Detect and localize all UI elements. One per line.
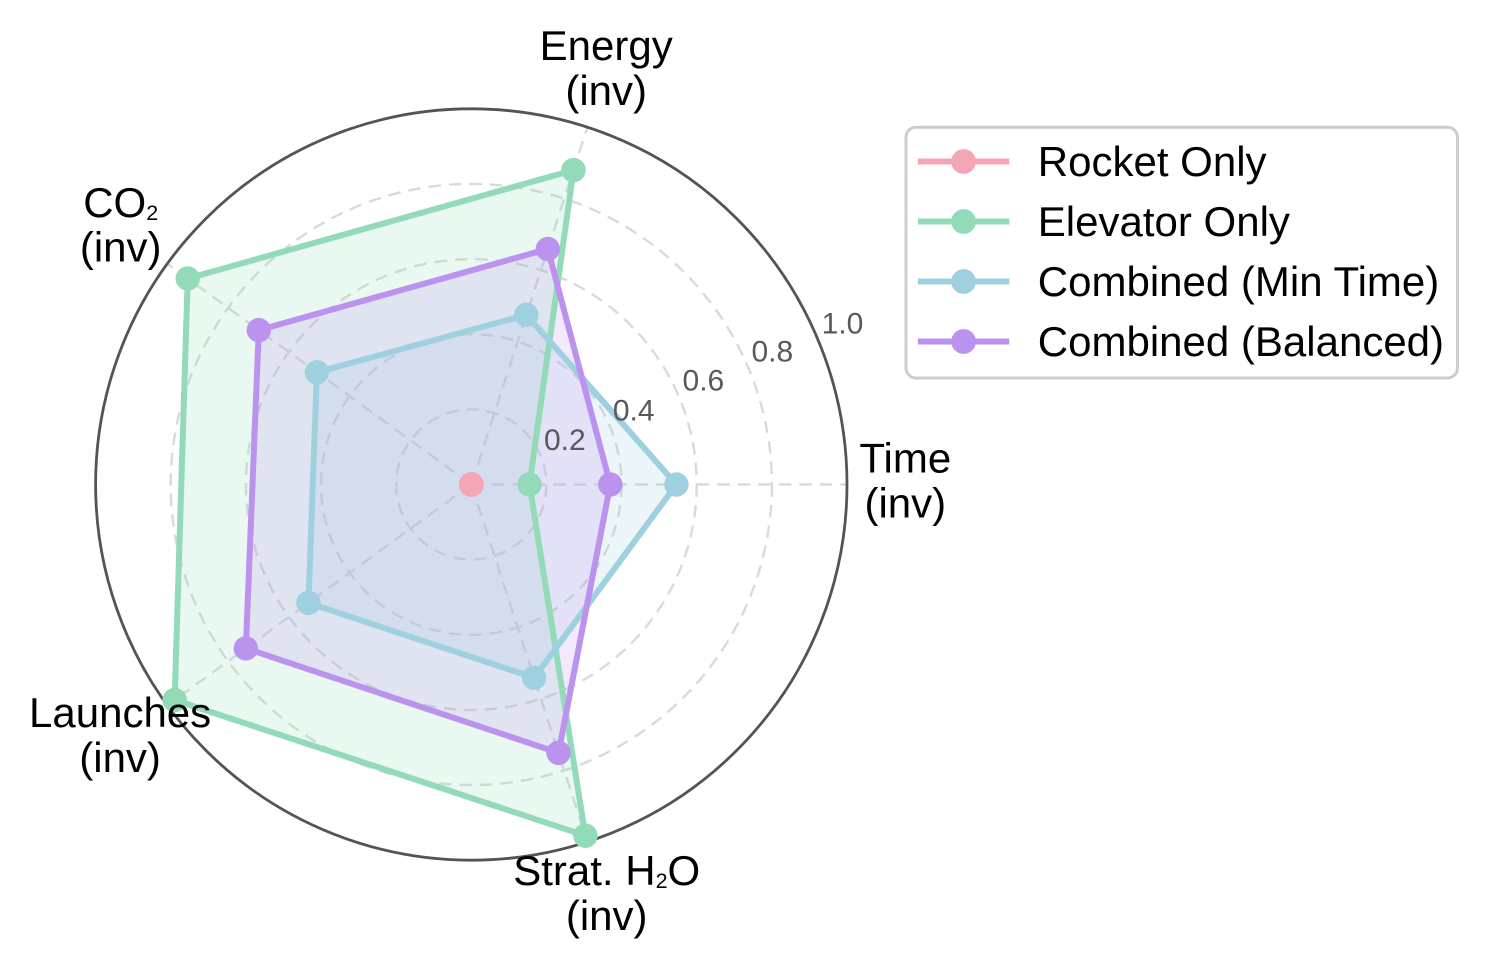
svg-text:Time: Time [859,434,951,481]
svg-text:Launches: Launches [29,689,211,736]
svg-text:Combined (Min Time): Combined (Min Time) [1038,258,1439,305]
svg-text:CO2: CO2 [83,179,158,226]
svg-text:(inv): (inv) [864,479,946,526]
svg-text:Energy: Energy [540,22,673,69]
svg-text:Elevator Only: Elevator Only [1038,198,1290,245]
svg-text:(inv): (inv) [80,224,162,271]
svg-text:0.6: 0.6 [683,365,725,398]
svg-text:(inv): (inv) [566,892,648,939]
svg-text:Combined (Balanced): Combined (Balanced) [1038,318,1444,365]
svg-text:Rocket Only: Rocket Only [1038,138,1267,185]
svg-text:(inv): (inv) [79,734,161,781]
svg-text:0.4: 0.4 [613,394,655,427]
svg-text:0.2: 0.2 [544,424,586,457]
svg-text:0.8: 0.8 [751,336,793,369]
svg-text:(inv): (inv) [565,67,647,114]
svg-text:Strat. H2O: Strat. H2O [513,847,700,894]
svg-text:1.0: 1.0 [822,307,864,340]
